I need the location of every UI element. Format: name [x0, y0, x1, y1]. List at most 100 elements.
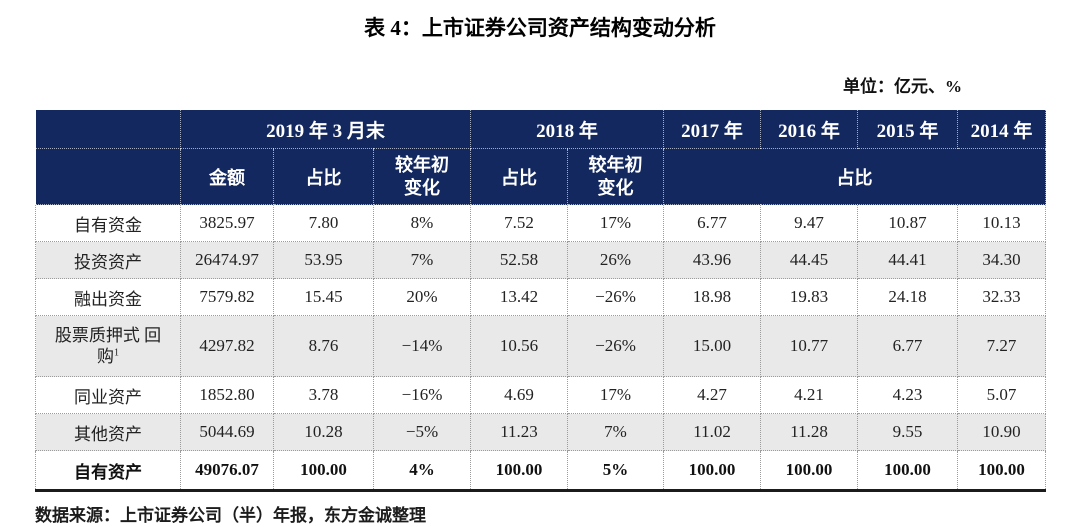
table-cell: −14% [373, 315, 471, 377]
table-cell: 8.76 [273, 315, 374, 377]
row-label-line: 购1 [38, 346, 178, 367]
table-cell: 24.18 [857, 278, 959, 316]
table-cell: 10.28 [273, 413, 374, 451]
table-header: 2019 年 3 月末 2018 年 2017 年 2016 年 2015 年 … [35, 109, 1047, 205]
table-cell: 8% [373, 204, 471, 242]
table-cell: 100.00 [957, 450, 1047, 492]
table-cell: 3825.97 [180, 204, 274, 242]
table-cell: 100.00 [857, 450, 959, 492]
table-cell: 17% [566, 376, 665, 414]
table-cell: 4% [373, 450, 471, 492]
header-period-2016: 2016 年 [760, 109, 859, 149]
table-cell: 5044.69 [180, 413, 274, 451]
row-label: 融出资金 [35, 278, 181, 316]
header-period-2018: 2018 年 [469, 109, 665, 149]
header-change-line: 变化 [597, 177, 634, 198]
table-cell: 4.27 [663, 376, 762, 414]
table-cell: 32.33 [957, 278, 1047, 316]
header-share-2019: 占比 [273, 148, 374, 205]
table-cell: 100.00 [470, 450, 568, 492]
table-cell: 4.23 [857, 376, 959, 414]
table-cell: 44.45 [760, 241, 859, 279]
table-cell: 7.27 [957, 315, 1047, 377]
table-row-own-funds: 自有资金 3825.97 7.80 8% 7.52 17% 6.77 9.47 … [35, 204, 1047, 242]
table-cell: 53.95 [273, 241, 374, 279]
table-cell: 7579.82 [180, 278, 274, 316]
table-row-total-own-assets: 自有资产 49076.07 100.00 4% 100.00 5% 100.00… [35, 450, 1047, 492]
table-cell: 9.55 [857, 413, 959, 451]
header-share-2018: 占比 [470, 148, 568, 205]
row-label: 其他资产 [35, 413, 181, 451]
table-row-other-assets: 其他资产 5044.69 10.28 −5% 11.23 7% 11.02 11… [35, 413, 1047, 451]
table-cell: 10.56 [470, 315, 568, 377]
header-change-line: 变化 [404, 177, 440, 198]
footnote-marker: 1 [114, 347, 119, 359]
table-row-interbank-assets: 同业资产 1852.80 3.78 −16% 4.69 17% 4.27 4.2… [35, 376, 1047, 414]
header-row-periods: 2019 年 3 月末 2018 年 2017 年 2016 年 2015 年 … [35, 109, 1047, 149]
header-period-2017: 2017 年 [663, 109, 762, 149]
header-change-line: 较年初 [395, 155, 449, 175]
table-cell: 20% [373, 278, 471, 316]
row-label: 投资资产 [35, 241, 181, 279]
table-cell: 7.52 [470, 204, 568, 242]
row-label: 自有资金 [35, 204, 181, 242]
header-change-2018: 较年初 变化 [566, 148, 665, 205]
table-cell: 100.00 [273, 450, 374, 492]
table-cell: 52.58 [470, 241, 568, 279]
table-cell: 4.21 [760, 376, 859, 414]
table-cell: −16% [373, 376, 471, 414]
table-cell: 34.30 [957, 241, 1047, 279]
table-row-investment-assets: 投资资产 26474.97 53.95 7% 52.58 26% 43.96 4… [35, 241, 1047, 279]
table-cell: 11.28 [760, 413, 859, 451]
header-period-2014: 2014 年 [957, 109, 1047, 149]
table-cell: 18.98 [663, 278, 762, 316]
table-cell: 19.83 [760, 278, 859, 316]
table-cell: 3.78 [273, 376, 374, 414]
table-cell: 10.87 [857, 204, 959, 242]
table-title: 表 4：上市证券公司资产结构变动分析 [364, 16, 716, 40]
table-cell: 15.00 [663, 315, 762, 377]
table-cell: 7.80 [273, 204, 374, 242]
unit-note: 单位：亿元、% [843, 77, 962, 96]
table-cell: 4.69 [470, 376, 568, 414]
table-row-stock-pledge-repo: 股票质押式 回 购1 4297.82 8.76 −14% 10.56 −26% … [35, 315, 1047, 377]
table-cell: 6.77 [663, 204, 762, 242]
header-corner [35, 148, 181, 205]
table-cell: −26% [566, 315, 665, 377]
table-cell: 15.45 [273, 278, 374, 316]
table-cell: 17% [566, 204, 665, 242]
source-note: 数据来源：上市证券公司（半）年报，东方金诚整理 [35, 498, 1045, 527]
header-amount-2019: 金额 [180, 148, 274, 205]
header-corner [35, 109, 181, 149]
table-cell: 10.90 [957, 413, 1047, 451]
header-share-history: 占比 [663, 148, 1047, 205]
table-cell: −5% [373, 413, 471, 451]
table-cell: 10.77 [760, 315, 859, 377]
table-row-margin-loans: 融出资金 7579.82 15.45 20% 13.42 −26% 18.98 … [35, 278, 1047, 316]
header-change-line: 较年初 [588, 155, 643, 175]
row-label-text: 购 [97, 347, 114, 366]
table-cell: 26% [566, 241, 665, 279]
table-cell: 13.42 [470, 278, 568, 316]
table-cell: 11.23 [470, 413, 568, 451]
table-cell: 9.47 [760, 204, 859, 242]
table-cell: 10.13 [957, 204, 1047, 242]
row-label: 股票质押式 回 购1 [35, 315, 181, 377]
table-cell: 1852.80 [180, 376, 274, 414]
asset-structure-table: 2019 年 3 月末 2018 年 2017 年 2016 年 2015 年 … [35, 109, 1047, 492]
table-cell: 7% [373, 241, 471, 279]
table-cell: 100.00 [663, 450, 762, 492]
table-cell: 11.02 [663, 413, 762, 451]
table-cell: 4297.82 [180, 315, 274, 377]
header-row-measures: 金额 占比 较年初 变化 占比 较年初 变化 占比 [35, 148, 1047, 205]
table-cell: 100.00 [760, 450, 859, 492]
table-body: 自有资金 3825.97 7.80 8% 7.52 17% 6.77 9.47 … [35, 204, 1047, 492]
row-label: 同业资产 [35, 376, 181, 414]
header-period-2019: 2019 年 3 月末 [180, 109, 471, 149]
table-cell: −26% [566, 278, 665, 316]
table-cell: 49076.07 [180, 450, 274, 492]
table-cell: 5% [566, 450, 665, 492]
row-label-line: 股票质押式 回 [54, 325, 162, 345]
table-cell: 43.96 [663, 241, 762, 279]
